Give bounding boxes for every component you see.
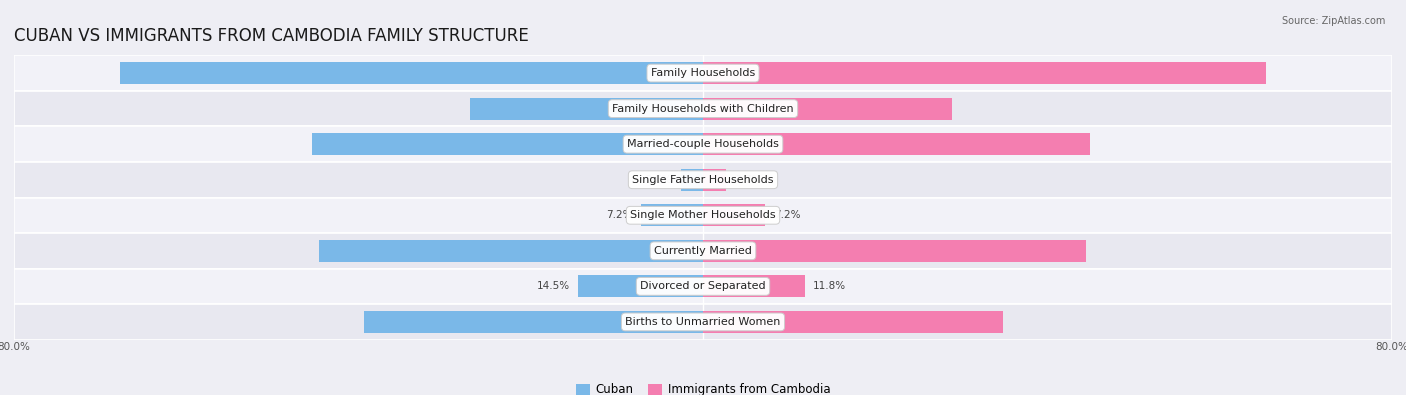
- Text: Married-couple Households: Married-couple Households: [627, 139, 779, 149]
- Bar: [312, 133, 703, 155]
- Bar: [14, 126, 1392, 162]
- Text: Currently Married: Currently Married: [654, 246, 752, 256]
- Text: 7.2%: 7.2%: [773, 210, 800, 220]
- Bar: [120, 62, 703, 84]
- Bar: [703, 204, 765, 226]
- Bar: [681, 169, 703, 191]
- Text: CUBAN VS IMMIGRANTS FROM CAMBODIA FAMILY STRUCTURE: CUBAN VS IMMIGRANTS FROM CAMBODIA FAMILY…: [14, 27, 529, 45]
- Bar: [319, 240, 703, 262]
- Text: Source: ZipAtlas.com: Source: ZipAtlas.com: [1281, 16, 1385, 26]
- Bar: [703, 275, 804, 297]
- Bar: [14, 269, 1392, 304]
- Bar: [703, 169, 727, 191]
- Text: 65.4%: 65.4%: [696, 68, 728, 78]
- Text: 27.1%: 27.1%: [678, 103, 710, 114]
- Bar: [703, 98, 952, 120]
- Text: 2.7%: 2.7%: [735, 175, 762, 185]
- Bar: [470, 98, 703, 120]
- Bar: [578, 275, 703, 297]
- Bar: [703, 133, 1090, 155]
- Text: 2.6%: 2.6%: [645, 175, 672, 185]
- Bar: [703, 311, 1002, 333]
- Text: Single Father Households: Single Father Households: [633, 175, 773, 185]
- Text: 28.9%: 28.9%: [696, 103, 728, 114]
- Text: 45.4%: 45.4%: [678, 139, 710, 149]
- Bar: [14, 304, 1392, 340]
- Text: Family Households: Family Households: [651, 68, 755, 78]
- Text: 44.9%: 44.9%: [696, 139, 728, 149]
- Text: 44.5%: 44.5%: [696, 246, 728, 256]
- Text: 39.4%: 39.4%: [678, 317, 710, 327]
- Text: Births to Unmarried Women: Births to Unmarried Women: [626, 317, 780, 327]
- Bar: [641, 204, 703, 226]
- Text: Single Mother Households: Single Mother Households: [630, 210, 776, 220]
- Bar: [14, 198, 1392, 233]
- Bar: [364, 311, 703, 333]
- Bar: [14, 162, 1392, 198]
- Bar: [703, 240, 1087, 262]
- Text: 34.8%: 34.8%: [696, 317, 728, 327]
- Text: 44.6%: 44.6%: [678, 246, 710, 256]
- Text: 11.8%: 11.8%: [813, 281, 846, 292]
- Bar: [14, 91, 1392, 126]
- Text: 7.2%: 7.2%: [606, 210, 633, 220]
- Bar: [14, 55, 1392, 91]
- Legend: Cuban, Immigrants from Cambodia: Cuban, Immigrants from Cambodia: [575, 384, 831, 395]
- Text: 67.7%: 67.7%: [678, 68, 710, 78]
- Text: Family Households with Children: Family Households with Children: [612, 103, 794, 114]
- Text: 14.5%: 14.5%: [537, 281, 569, 292]
- Bar: [14, 233, 1392, 269]
- Bar: [703, 62, 1267, 84]
- Text: Divorced or Separated: Divorced or Separated: [640, 281, 766, 292]
